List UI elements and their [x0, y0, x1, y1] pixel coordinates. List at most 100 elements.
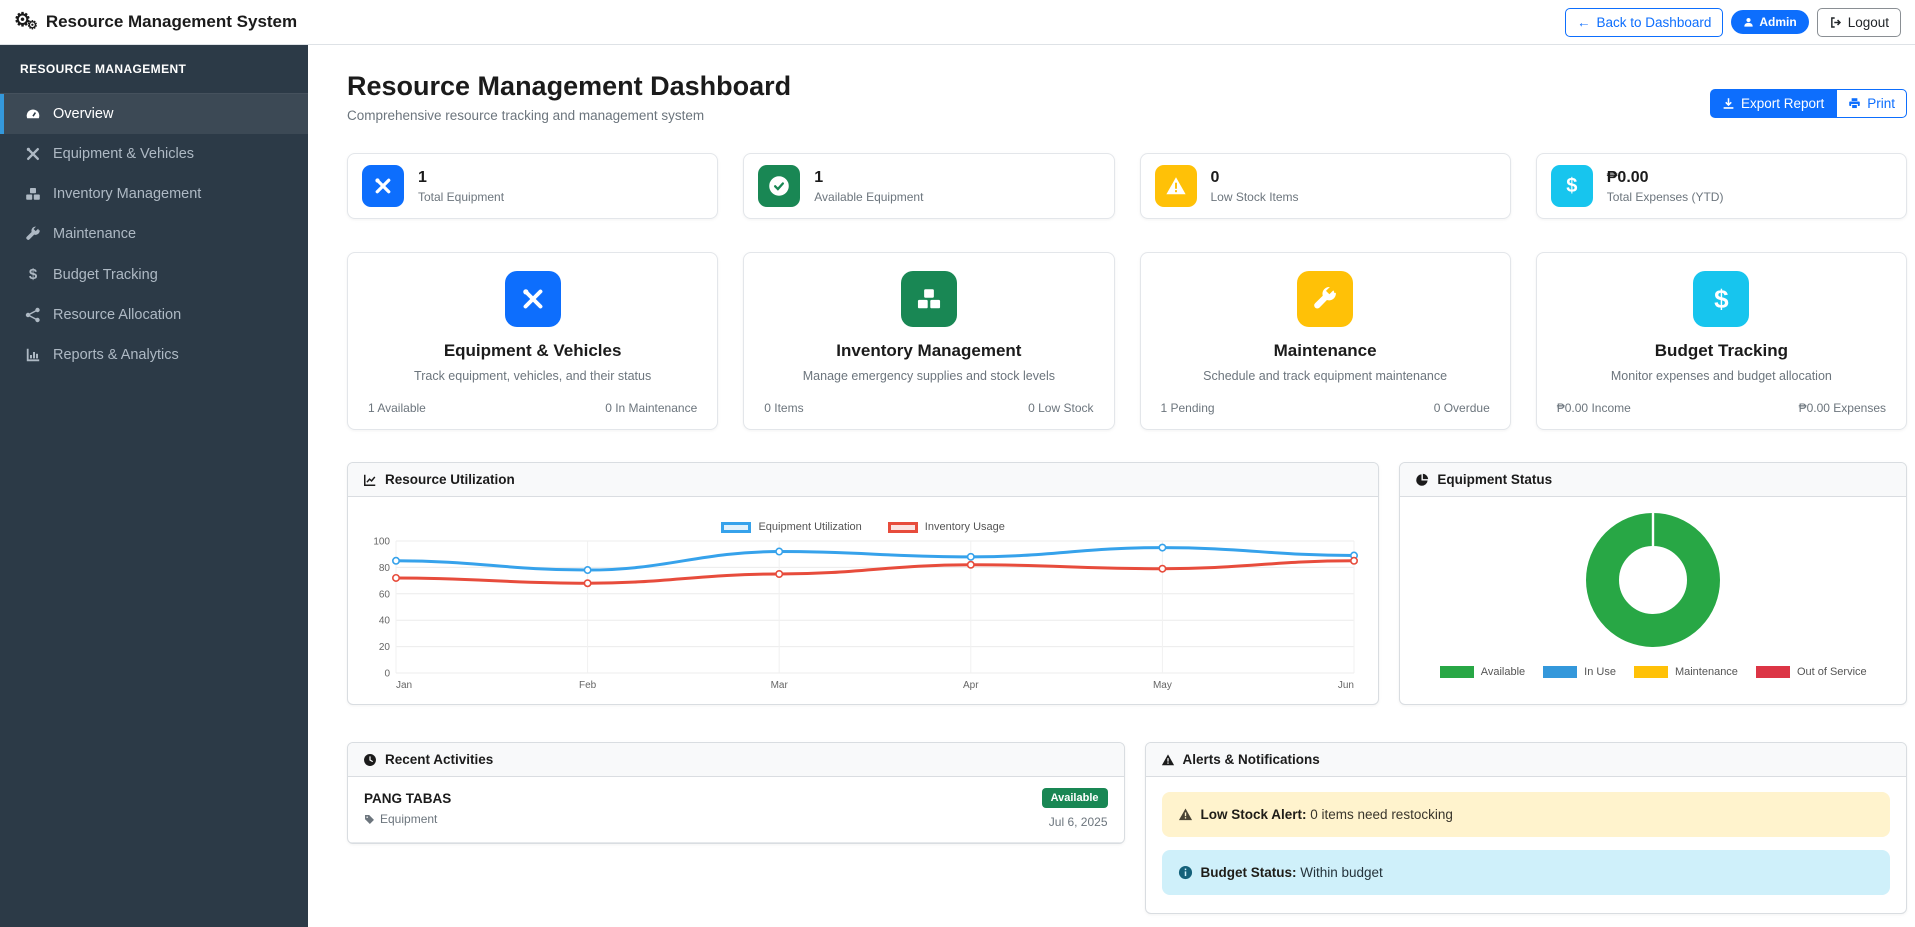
- sidebar-header: RESOURCE MANAGEMENT: [0, 45, 308, 94]
- line-chart-legend: Equipment Utilization Inventory Usage: [362, 521, 1364, 533]
- equipment-status-panel: Equipment Status Available In Use Maintena…: [1399, 462, 1907, 705]
- logout-button[interactable]: Logout: [1816, 7, 1901, 37]
- stat-card-total-expenses: $ ₱0.00 Total Expenses (YTD): [1535, 153, 1907, 219]
- activity-row: PANG TABAS Equipment Available Jul 6, 20…: [348, 777, 1124, 843]
- budget-status-alert: Budget Status: Within budget: [1161, 850, 1890, 895]
- legend-swatch: [1543, 666, 1578, 678]
- feature-description: Track equipment, vehicles, and their sta…: [414, 369, 652, 383]
- stat-value: 1: [814, 168, 824, 186]
- tools-icon: [504, 271, 561, 327]
- sidebar-item-maintenance[interactable]: Maintenance: [0, 214, 308, 254]
- resource-utilization-panel: Resource Utilization Equipment Utilizati…: [347, 462, 1380, 705]
- stat-label: Low Stock Items: [1210, 189, 1299, 204]
- feature-card-maintenance[interactable]: Maintenance Schedule and track equipment…: [1139, 252, 1511, 430]
- sidebar-item-inventory-management[interactable]: Inventory Management: [0, 174, 308, 214]
- feature-footer-right: 0 In Maintenance: [605, 401, 698, 415]
- recent-activities-panel: Recent Activities PANG TABAS Equipment A…: [347, 742, 1125, 844]
- feature-cards-row: Equipment & Vehicles Track equipment, ve…: [347, 252, 1907, 430]
- donut-legend-item[interactable]: Available: [1439, 666, 1525, 678]
- feature-title: Inventory Management: [836, 341, 1022, 360]
- activity-name: PANG TABAS: [364, 791, 452, 806]
- chart-line-icon: [364, 474, 376, 486]
- activity-date: Jul 6, 2025: [1048, 815, 1108, 829]
- stat-cards-row: 1 Total Equipment 1 Available Equipment …: [347, 153, 1907, 219]
- sidebar: RESOURCE MANAGEMENT Overview Equipment &…: [0, 45, 308, 927]
- feature-footer-right: 0 Low Stock: [1028, 401, 1094, 415]
- logout-icon: [1830, 16, 1841, 28]
- chart-bar-icon: [24, 347, 42, 363]
- tools-icon: [24, 146, 42, 162]
- svg-text:20: 20: [379, 642, 391, 653]
- tag-icon: [365, 814, 374, 824]
- svg-text:Feb: Feb: [579, 680, 597, 691]
- sidebar-item-resource-allocation[interactable]: Resource Allocation: [0, 295, 308, 335]
- svg-text:40: 40: [379, 616, 391, 627]
- warning-icon: [1161, 753, 1174, 765]
- feature-footer-left: ₱0.00 Income: [1556, 401, 1631, 415]
- feature-card-inventory-management[interactable]: Inventory Management Manage emergency su…: [743, 252, 1115, 430]
- panel-title: Alerts & Notifications: [1182, 752, 1320, 767]
- info-icon: [1178, 865, 1192, 880]
- donut-legend-item[interactable]: Maintenance: [1633, 666, 1738, 678]
- feature-card-equipment-vehicles[interactable]: Equipment & Vehicles Track equipment, ve…: [347, 252, 719, 430]
- check-circle-icon: [758, 165, 801, 207]
- legend-swatch: [1755, 666, 1790, 678]
- svg-text:80: 80: [379, 563, 391, 574]
- legend-swatch: [721, 521, 752, 533]
- tools-icon: [362, 165, 404, 207]
- legend-item-equipment-utilization[interactable]: Equipment Utilization: [721, 521, 862, 533]
- activity-category: Equipment: [380, 812, 438, 826]
- main-content: Resource Management Dashboard Comprehens…: [308, 45, 1915, 927]
- cubes-icon: [24, 186, 42, 202]
- svg-text:Mar: Mar: [771, 680, 789, 691]
- app-title: Resource Management System: [45, 12, 298, 31]
- panel-title: Equipment Status: [1437, 472, 1553, 487]
- gauge-icon: [24, 106, 42, 122]
- svg-text:0: 0: [384, 669, 390, 680]
- feature-title: Equipment & Vehicles: [443, 341, 622, 360]
- panel-title: Resource Utilization: [385, 472, 515, 487]
- feature-footer-right: 0 Overdue: [1433, 401, 1490, 415]
- feature-card-budget-tracking[interactable]: $ Budget Tracking Monitor expenses and b…: [1535, 252, 1907, 430]
- pie-chart-icon: [1416, 473, 1429, 486]
- admin-badge: Admin: [1731, 10, 1809, 34]
- cubes-icon: [900, 271, 957, 327]
- page-subtitle: Comprehensive resource tracking and mana…: [347, 108, 705, 123]
- feature-description: Schedule and track equipment maintenance: [1203, 369, 1448, 383]
- stat-value: 1: [418, 168, 427, 186]
- svg-text:Jan: Jan: [396, 680, 412, 691]
- sidebar-item-budget-tracking[interactable]: $ Budget Tracking: [0, 254, 308, 295]
- svg-text:Apr: Apr: [963, 680, 979, 691]
- stat-label: Available Equipment: [814, 189, 924, 204]
- warning-icon: [1154, 165, 1197, 207]
- export-report-button[interactable]: Export Report: [1709, 89, 1837, 118]
- donut-legend: Available In Use Maintenance Out of Service: [1439, 666, 1867, 678]
- panel-title: Recent Activities: [385, 752, 494, 767]
- donut-legend-item[interactable]: Out of Service: [1755, 666, 1867, 678]
- sidebar-item-overview[interactable]: Overview: [0, 94, 308, 134]
- top-navbar: ⚙⚙ Resource Management System ← Back to …: [0, 0, 1915, 45]
- share-icon: [24, 307, 42, 323]
- sidebar-item-reports-analytics[interactable]: Reports & Analytics: [0, 335, 308, 375]
- legend-item-inventory-usage[interactable]: Inventory Usage: [887, 521, 1005, 533]
- arrow-left-icon: ←: [1577, 14, 1591, 30]
- clock-icon: [364, 753, 376, 766]
- print-button[interactable]: Print: [1836, 89, 1907, 118]
- low-stock-alert: Low Stock Alert: 0 items need restocking: [1161, 792, 1890, 837]
- feature-footer-left: 1 Pending: [1160, 401, 1215, 415]
- sidebar-item-equipment-vehicles[interactable]: Equipment & Vehicles: [0, 134, 308, 174]
- dollar-icon: $: [1550, 165, 1593, 207]
- svg-text:60: 60: [379, 589, 391, 600]
- stat-value: ₱0.00: [1606, 168, 1649, 186]
- feature-footer-left: 1 Available: [368, 401, 426, 415]
- stat-card-low-stock: 0 Low Stock Items: [1139, 153, 1511, 219]
- app-brand: ⚙⚙ Resource Management System: [14, 11, 298, 32]
- donut-legend-item[interactable]: In Use: [1543, 666, 1616, 678]
- download-icon: [1723, 98, 1734, 109]
- resource-utilization-chart: 0 20 40 60 80 100 Jan Feb Mar Apr May Jun: [362, 535, 1364, 700]
- svg-text:100: 100: [373, 537, 390, 548]
- svg-text:May: May: [1153, 680, 1172, 691]
- legend-swatch: [887, 521, 918, 533]
- feature-description: Manage emergency supplies and stock leve…: [802, 369, 1055, 383]
- back-to-dashboard-button[interactable]: ← Back to Dashboard: [1565, 7, 1724, 37]
